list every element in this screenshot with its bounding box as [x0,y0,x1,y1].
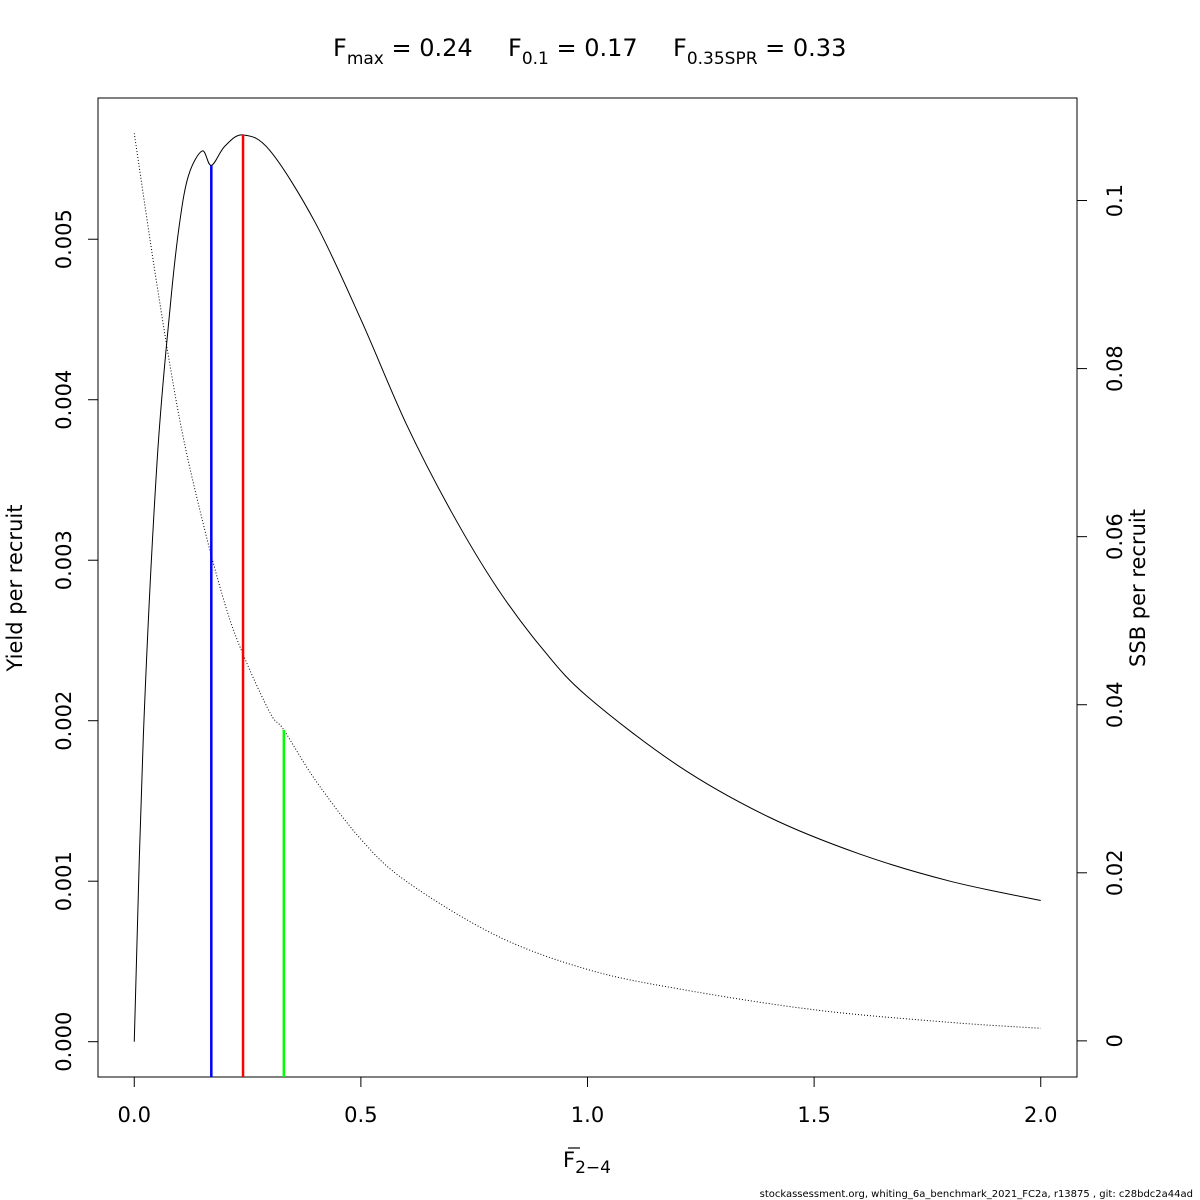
y-right-tick-label: 0 [1103,1034,1127,1047]
x-tick-label: 1.5 [797,1103,830,1127]
y-right-tick-label: 0.02 [1103,849,1127,896]
y-right-tick-label: 0.08 [1103,345,1127,392]
title-fmax: Fmax = 0.24 [333,34,473,69]
y-left-axis-label: Yield per recruit [3,505,27,673]
y-right-axis-label: SSB per recruit [1126,509,1150,667]
y-left-tick-label: 0.002 [52,691,76,751]
x-tick-label: 1.0 [571,1103,604,1127]
title-f01: F0.1 = 0.17 [508,34,638,69]
x-axis: 0.0 0.5 1.0 1.5 2.0 [118,1076,1057,1127]
x-axis-label: F2−4 [563,1148,611,1178]
y-left-tick-label: 0.005 [52,209,76,269]
y-left-tick-label: 0.001 [52,851,76,911]
y-right-tick-label: 0.04 [1103,681,1127,728]
title-fspr: F0.35SPR = 0.33 [673,34,846,69]
footer-credit: stockassessment.org, whiting_6a_benchmar… [760,1189,1193,1200]
ssb-per-recruit-line [133,133,1041,1029]
x-tick-label: 2.0 [1024,1103,1057,1127]
y-left-tick-label: 0.000 [52,1012,76,1072]
x-tick-label: 0.5 [344,1103,377,1127]
y-right-tick-label: 0.06 [1103,513,1127,560]
y-right-tick-label: 0.1 [1103,184,1127,217]
x-tick-label: 0.0 [118,1103,151,1127]
yield-per-recruit-line [133,134,1041,1042]
plot-frame [97,97,1078,1078]
y-left-tick-label: 0.003 [52,530,76,590]
y-left-tick-label: 0.004 [52,370,76,430]
y-right-axis: 0 0.02 0.04 0.06 0.08 0.1 [1076,184,1127,1048]
y-left-axis: 0.000 0.001 0.002 0.003 0.004 0.005 [52,209,99,1072]
reference-lines [210,134,286,1077]
